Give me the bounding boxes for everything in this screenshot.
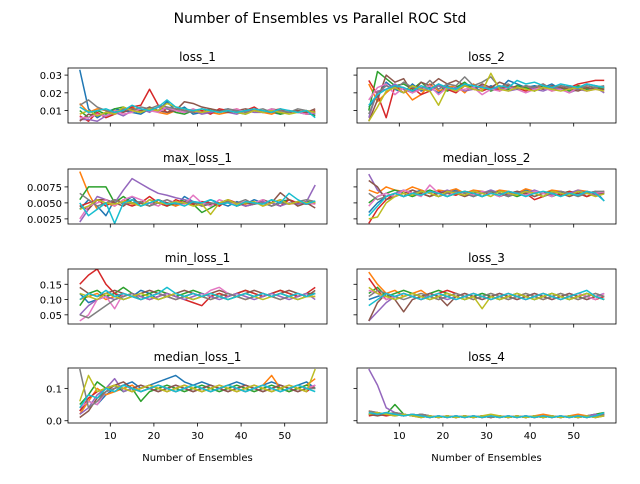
series-group — [368, 368, 605, 419]
subplot-loss-3: loss_3 — [353, 251, 617, 328]
x-tick-label: 50 — [567, 431, 580, 442]
subplot-title: median_loss_2 — [443, 151, 531, 165]
subplot-title: loss_3 — [468, 251, 505, 265]
subplot-title: loss_2 — [468, 50, 505, 64]
series-line-10 — [79, 99, 316, 119]
y-tick-label: 0.10 — [40, 296, 62, 307]
series-line-10 — [368, 289, 605, 307]
series-line-6 — [368, 74, 605, 122]
series-line-8 — [368, 289, 605, 301]
series-group — [79, 269, 316, 322]
y-tick-label: 0.01 — [40, 107, 62, 118]
series-group — [368, 70, 605, 122]
series-line-8 — [79, 192, 316, 207]
subplot-title: median_loss_1 — [154, 350, 242, 364]
subplot-title: max_loss_1 — [163, 151, 232, 165]
subplot-min-loss-1: 0.05 0.10 0.15 min_loss_1 — [40, 251, 328, 328]
y-tick-label: 0.15 — [40, 280, 62, 291]
series-line-10 — [368, 190, 605, 217]
subplot-median-loss-1: 0.0 0.1 10 20 30 40 50 median_loss_1 Number of E… — [46, 350, 328, 464]
figure-title: Number of Ensembles vs Parallel ROC Std — [174, 11, 467, 27]
subplot-median-loss-2: median_loss_2 — [353, 151, 617, 228]
y-tick-label: 0.0 — [46, 417, 62, 428]
subplot-max-loss-1: 0.0025 0.0050 0.0075 max_loss_1 — [27, 151, 328, 228]
x-tick-label: 20 — [437, 431, 450, 442]
series-line-10 — [368, 411, 605, 419]
y-tick-label: 0.03 — [40, 71, 62, 82]
series-line-10 — [79, 192, 316, 224]
x-tick-label: 10 — [393, 431, 406, 442]
x-tick-label: 40 — [524, 431, 537, 442]
subplot-title: loss_4 — [468, 350, 505, 364]
x-tick-label: 40 — [235, 431, 248, 442]
y-tick-label: 0.1 — [46, 384, 62, 395]
subplot-title: loss_1 — [179, 50, 216, 64]
series-line-10 — [79, 384, 316, 409]
series-group — [368, 173, 605, 224]
series-line-10 — [79, 286, 316, 301]
series-line-8 — [368, 76, 605, 115]
y-tick-label: 0.0050 — [27, 199, 62, 210]
x-axis-label: Number of Ensembles — [142, 453, 252, 464]
series-group — [368, 271, 605, 322]
series-group — [79, 368, 316, 419]
series-group — [79, 171, 316, 224]
x-tick-label: 20 — [148, 431, 161, 442]
x-axis-label: Number of Ensembles — [431, 453, 541, 464]
x-tick-label: 10 — [104, 431, 117, 442]
subplot-title: min_loss_1 — [165, 251, 230, 265]
series-group — [79, 69, 316, 122]
series-line-9 — [79, 102, 316, 117]
y-tick-label: 0.0075 — [27, 183, 62, 194]
subplot-loss-1: 0.01 0.02 0.03 loss_1 — [40, 50, 328, 127]
series-line-10 — [368, 79, 605, 106]
y-tick-label: 0.0025 — [27, 215, 62, 226]
subplot-loss-2: loss_2 — [353, 50, 617, 127]
x-tick-label: 30 — [191, 431, 204, 442]
y-tick-label: 0.02 — [40, 89, 62, 100]
subplot-loss-4: 10 20 30 40 50 loss_4 Number of Ensembles — [353, 350, 617, 464]
y-tick-label: 0.05 — [40, 311, 62, 322]
x-tick-label: 30 — [480, 431, 493, 442]
series-line-4 — [368, 189, 605, 224]
x-tick-label: 50 — [278, 431, 291, 442]
